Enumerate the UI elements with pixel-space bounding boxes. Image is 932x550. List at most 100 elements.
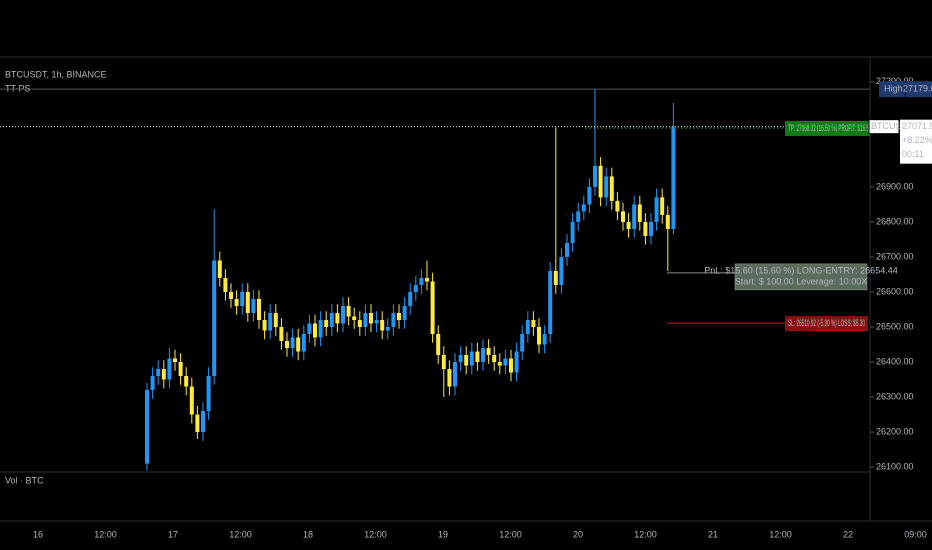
candle-body xyxy=(156,369,161,377)
candle-body xyxy=(234,298,239,306)
candle-body xyxy=(341,305,345,324)
y-tick-label: 26700.00 xyxy=(876,251,914,261)
y-tick-label: 26400.00 xyxy=(876,356,914,366)
tp-label: TP: 27068.32 (16.50 %) PROFIT: $16.5 xyxy=(788,123,869,133)
y-tick-label: 26800.00 xyxy=(876,216,914,226)
candle-body xyxy=(324,319,329,327)
y-tick-label: 26200.00 xyxy=(876,426,914,436)
candle-body xyxy=(570,221,575,243)
candle-body xyxy=(150,376,155,391)
candle-body xyxy=(453,362,457,387)
candle-body xyxy=(492,355,497,363)
candle-body xyxy=(464,355,469,366)
candle-body xyxy=(649,221,653,236)
candle-body xyxy=(363,312,368,327)
candle-body xyxy=(285,341,289,349)
candle-body xyxy=(273,312,278,327)
candle-body xyxy=(262,319,267,331)
symbol-label: BTCUSDT xyxy=(871,121,914,131)
change-label: +8.22% xyxy=(902,135,932,145)
candle-body xyxy=(419,277,424,285)
y-tick-label: 26100.00 xyxy=(876,461,914,471)
candle-body xyxy=(430,281,435,334)
candle-body xyxy=(531,319,536,327)
candle-body xyxy=(576,211,581,222)
candle-body xyxy=(161,369,166,380)
x-tick-label: 12:00 xyxy=(499,529,522,539)
candle-body xyxy=(475,351,480,363)
candle-body xyxy=(167,358,172,380)
candle-body xyxy=(178,362,183,377)
candle-body xyxy=(565,242,569,257)
candle-body xyxy=(402,305,407,320)
candle-body xyxy=(486,348,491,356)
last-price-label: 27071.94 xyxy=(902,121,932,131)
candle-body xyxy=(413,284,418,292)
x-tick-label: 16 xyxy=(33,529,43,539)
high-value-tag xyxy=(906,81,932,98)
candle-body xyxy=(469,351,474,366)
high-tag xyxy=(879,81,905,98)
candle-body xyxy=(268,312,273,331)
x-tick-label: 21 xyxy=(708,529,718,539)
candle-body xyxy=(217,260,222,278)
candle-body xyxy=(173,358,177,363)
candle-body xyxy=(509,358,513,373)
candle-body xyxy=(380,319,385,331)
candle-body xyxy=(329,312,334,327)
candle-body xyxy=(385,326,390,331)
candle-body xyxy=(240,291,245,306)
candle-body xyxy=(671,126,676,229)
sl-box xyxy=(785,316,868,332)
candle-body xyxy=(593,165,597,187)
candle-body xyxy=(497,362,502,366)
candle-body xyxy=(520,334,525,352)
candle-body xyxy=(206,376,211,412)
candle-body xyxy=(548,270,553,334)
candle-body xyxy=(525,319,530,334)
entry-text: PnL: $15.60 (15.60 %) LONG-ENTRY: 26654.… xyxy=(704,265,897,275)
candle-body xyxy=(313,323,317,338)
candle-body xyxy=(626,221,631,229)
x-tick-label: 17 xyxy=(168,529,178,539)
candle-body xyxy=(408,291,413,306)
entry-box xyxy=(734,263,868,291)
candle-body xyxy=(425,277,429,282)
candle-body xyxy=(542,334,547,345)
candle-body xyxy=(553,270,558,285)
candle-body xyxy=(537,326,541,345)
candle-body xyxy=(581,204,586,212)
x-tick-label: 09:00 xyxy=(904,529,927,539)
candle-body xyxy=(609,176,614,201)
candle-body xyxy=(245,291,250,313)
candle-body xyxy=(145,390,149,464)
high-value-label: 27179.03 xyxy=(903,84,932,94)
candle-body xyxy=(335,312,340,324)
candle-body xyxy=(369,312,373,324)
candle-body xyxy=(357,319,362,327)
candle-body xyxy=(441,355,446,370)
candle-body xyxy=(201,411,205,433)
candle-body xyxy=(654,197,659,222)
candle-body xyxy=(212,260,217,377)
candle-body xyxy=(587,186,592,205)
y-tick-label: 26300.00 xyxy=(876,391,914,401)
candle-body xyxy=(189,386,194,415)
x-tick-label: 12:00 xyxy=(94,529,117,539)
candle-body xyxy=(251,298,256,313)
sl-label: SL: 26510.92 (-5.30 %) LOSS: $5.30 xyxy=(788,318,865,328)
symbol-tag xyxy=(868,119,900,135)
x-tick-label: 12:00 xyxy=(229,529,252,539)
candle-body xyxy=(223,277,228,292)
countdown-label: 00:11 xyxy=(902,149,924,159)
candle-body xyxy=(290,337,295,349)
x-tick-label: 12:00 xyxy=(364,529,387,539)
candle-body xyxy=(346,305,351,317)
candle-body xyxy=(503,358,508,366)
candle-body xyxy=(229,291,233,299)
candle-body xyxy=(621,211,625,222)
candle-body xyxy=(391,312,396,327)
candle-body xyxy=(604,176,609,198)
